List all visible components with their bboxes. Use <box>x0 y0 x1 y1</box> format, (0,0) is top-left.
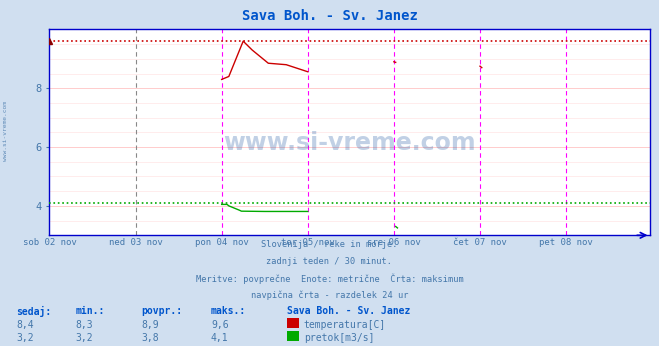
Text: pretok[m3/s]: pretok[m3/s] <box>304 333 374 343</box>
Text: maks.:: maks.: <box>211 306 246 316</box>
Text: Sava Boh. - Sv. Janez: Sava Boh. - Sv. Janez <box>242 9 417 22</box>
Text: Slovenija / reke in morje.: Slovenija / reke in morje. <box>261 240 398 249</box>
Text: Meritve: povprečne  Enote: metrične  Črta: maksimum: Meritve: povprečne Enote: metrične Črta:… <box>196 274 463 284</box>
Text: 4,1: 4,1 <box>211 333 229 343</box>
Text: www.si-vreme.com: www.si-vreme.com <box>3 101 8 162</box>
Text: 3,8: 3,8 <box>142 333 159 343</box>
Text: zadnji teden / 30 minut.: zadnji teden / 30 minut. <box>266 257 393 266</box>
Text: 8,3: 8,3 <box>76 320 94 330</box>
Text: 3,2: 3,2 <box>16 333 34 343</box>
Text: 3,2: 3,2 <box>76 333 94 343</box>
Text: Sava Boh. - Sv. Janez: Sava Boh. - Sv. Janez <box>287 306 410 316</box>
Text: www.si-vreme.com: www.si-vreme.com <box>223 131 476 155</box>
Text: 9,6: 9,6 <box>211 320 229 330</box>
Text: 8,4: 8,4 <box>16 320 34 330</box>
Text: sedaj:: sedaj: <box>16 306 51 317</box>
Text: 8,9: 8,9 <box>142 320 159 330</box>
Text: navpična črta - razdelek 24 ur: navpična črta - razdelek 24 ur <box>251 290 408 300</box>
Text: min.:: min.: <box>76 306 105 316</box>
Text: temperatura[C]: temperatura[C] <box>304 320 386 330</box>
Text: povpr.:: povpr.: <box>142 306 183 316</box>
